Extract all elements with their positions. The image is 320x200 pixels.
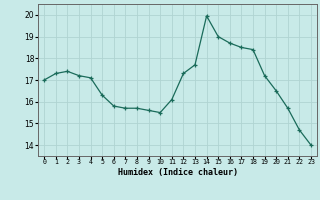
X-axis label: Humidex (Indice chaleur): Humidex (Indice chaleur) — [118, 168, 238, 177]
